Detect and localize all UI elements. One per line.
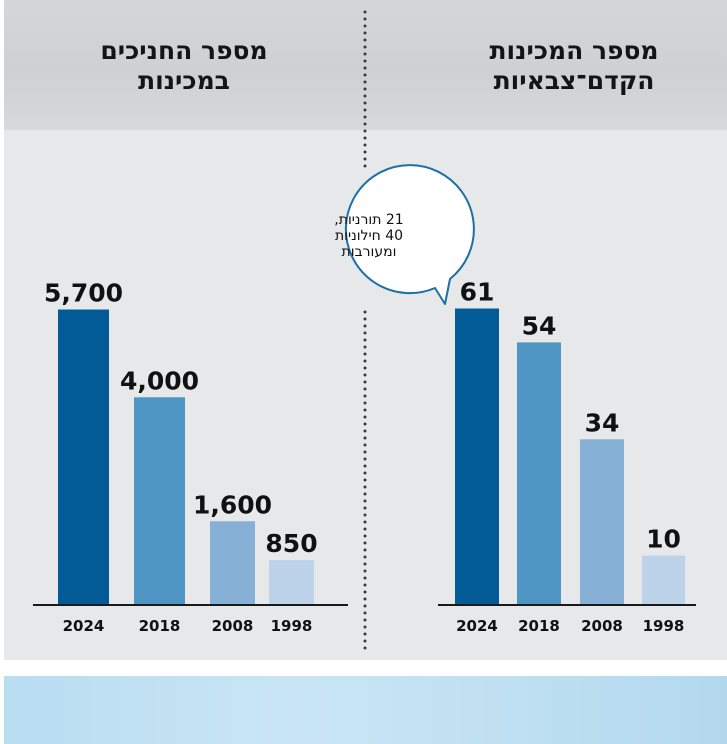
left-value-label-2008: 1,600 — [193, 490, 272, 519]
left-tick-label-2008: 2008 — [212, 617, 254, 635]
left-value-label-2018: 4,000 — [120, 366, 199, 395]
right-bar-chart: 61 2024 54 2018 34 2008 10 1998 — [438, 278, 696, 635]
right-value-label-1998: 10 — [646, 525, 681, 554]
header-band — [4, 0, 727, 130]
right-tick-label-1998: 1998 — [643, 617, 685, 635]
annotation-line3: ומעורבות — [341, 244, 397, 260]
left-value-label-2024: 5,700 — [44, 279, 123, 308]
infographic: מספר החניכים במכינות מספר המכינות הקדם־צ… — [4, 0, 727, 744]
bubble-annotation: 21 תורניות, 40 חילוניות ומעורבות — [315, 212, 423, 260]
right-bar-2018 — [517, 342, 561, 604]
left-chart-title-line2: במכינות — [138, 66, 230, 95]
left-value-label-1998: 850 — [265, 529, 317, 558]
left-tick-label-1998: 1998 — [271, 617, 313, 635]
left-bar-2018 — [134, 397, 185, 604]
right-tick-label-2024: 2024 — [456, 617, 498, 635]
right-value-label-2018: 54 — [522, 311, 557, 340]
right-tick-label-2018: 2018 — [518, 617, 560, 635]
annotation-line1: 21 תורניות, — [334, 212, 404, 228]
right-bar-2024 — [455, 308, 499, 604]
left-tick-label-2024: 2024 — [63, 617, 105, 635]
left-chart-title-line1: מספר החניכים — [100, 36, 268, 65]
right-value-label-2008: 34 — [585, 408, 620, 437]
left-bar-1998 — [269, 560, 314, 604]
right-value-label-2024: 61 — [460, 278, 495, 307]
sky-strip — [4, 676, 727, 744]
left-bar-2008 — [210, 521, 255, 604]
left-chart-title: מספר החניכים במכינות — [44, 36, 324, 96]
right-bar-1998 — [642, 555, 685, 604]
right-tick-label-2008: 2008 — [581, 617, 623, 635]
charts-canvas: 5,700 2024 4,000 2018 1,600 2008 850 1998 61 2024… — [33, 10, 696, 652]
left-bar-2024 — [58, 309, 109, 604]
left-tick-label-2018: 2018 — [139, 617, 181, 635]
right-bar-2008 — [580, 439, 624, 604]
right-chart-title-line2: הקדם־צבאיות — [493, 66, 655, 95]
speech-bubble — [344, 164, 475, 305]
left-bar-chart: 5,700 2024 4,000 2018 1,600 2008 850 1998 — [33, 279, 348, 635]
separator-strip — [4, 660, 727, 676]
right-chart-title-line1: מספר המכינות — [489, 36, 659, 65]
annotation-line2: 40 חילוניות — [334, 228, 404, 244]
right-chart-title: מספר המכינות הקדם־צבאיות — [429, 36, 719, 96]
